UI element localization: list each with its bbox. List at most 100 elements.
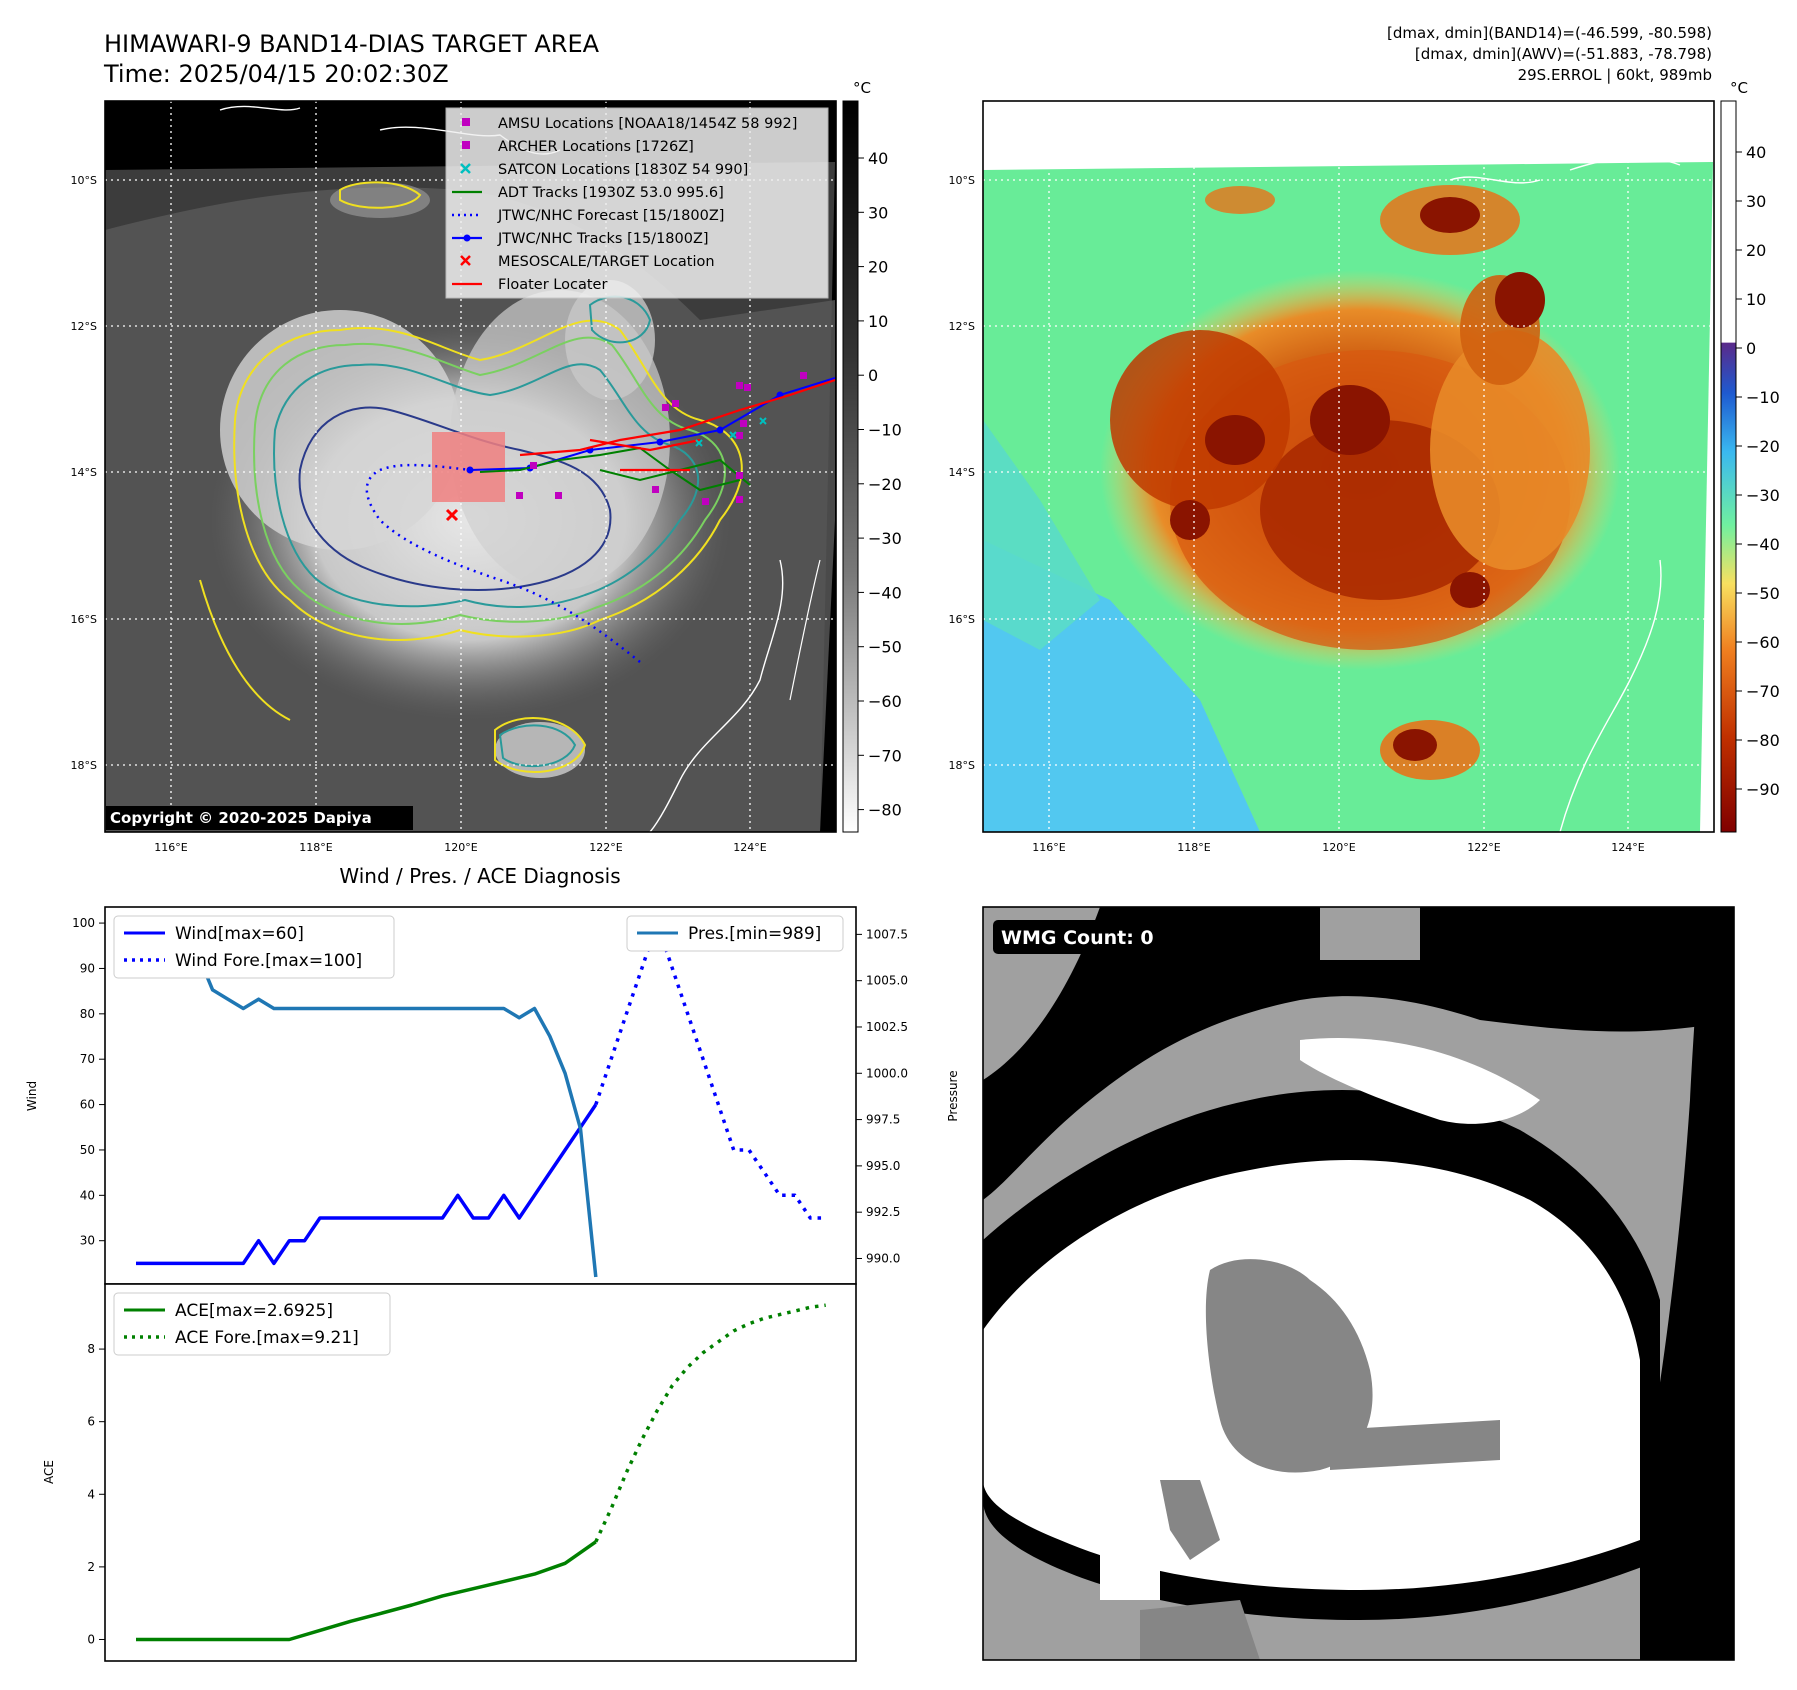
wind-tick-label: 100 bbox=[72, 916, 95, 930]
colorbar-tick-label: −10 bbox=[1746, 388, 1780, 407]
wind-tick-label: 40 bbox=[80, 1188, 95, 1202]
pressure-tick-label: 997.5 bbox=[866, 1113, 900, 1127]
legend-label: JTWC/NHC Forecast [15/1800Z] bbox=[497, 208, 724, 224]
legend-label: MESOSCALE/TARGET Location bbox=[498, 254, 715, 270]
ace-tick-label: 0 bbox=[87, 1632, 95, 1646]
lat-label: 16°S bbox=[949, 613, 975, 626]
series-line-ace bbox=[136, 1540, 597, 1642]
pressure-tick-label: 1000.0 bbox=[866, 1066, 908, 1080]
wmg-count-label: WMG Count: 0 bbox=[1001, 927, 1154, 949]
lon-label: 118°E bbox=[299, 841, 332, 854]
colorbar-tick-label: −90 bbox=[1746, 780, 1780, 799]
colorbar-tick-label: 40 bbox=[1746, 143, 1766, 162]
map-legend-entry: ARCHER Locations [1726Z] bbox=[462, 139, 694, 155]
wmg-panel: WMG Count: 0 bbox=[982, 906, 1735, 1661]
wind-tick-label: 60 bbox=[80, 1098, 95, 1112]
diagnosis-chart: Wind / Pres. / ACE Diagnosis 30405060708… bbox=[25, 864, 960, 1662]
colorbar-tick-label: −70 bbox=[1746, 682, 1780, 701]
colorbar-tick-label: 30 bbox=[868, 203, 888, 222]
legend-marker bbox=[462, 141, 470, 149]
legend-marker bbox=[460, 163, 471, 174]
map2-lat-labels: 10°S 12°S 14°S 16°S 18°S bbox=[949, 174, 975, 772]
colorbar-tick-label: −80 bbox=[1746, 731, 1780, 750]
dmax-awv: [dmax, dmin](AWV)=(-51.883, -78.798) bbox=[1415, 45, 1712, 63]
lon-label: 118°E bbox=[1177, 841, 1210, 854]
map-legend-entry: ADT Tracks [1930Z 53.0 995.6] bbox=[452, 185, 724, 201]
lon-label: 120°E bbox=[1322, 841, 1355, 854]
lat-label: 16°S bbox=[71, 613, 97, 626]
series-line-pressure bbox=[134, 923, 598, 1278]
legend-marker bbox=[463, 234, 471, 242]
lat-label: 10°S bbox=[71, 174, 97, 187]
color-colorbar-unit: °C bbox=[1730, 79, 1748, 97]
series-line-wind bbox=[136, 1103, 598, 1266]
map-legend: AMSU Locations [NOAA18/1454Z 58 992] ARCH… bbox=[445, 107, 829, 299]
legend-label: JTWC/NHC Tracks [15/1800Z] bbox=[497, 231, 709, 247]
lon-label: 116°E bbox=[1032, 841, 1065, 854]
pressure-tick-label: 992.5 bbox=[866, 1205, 900, 1219]
ace-tick-label: 6 bbox=[87, 1415, 95, 1429]
map-legend-entry: MESOSCALE/TARGET Location bbox=[460, 254, 715, 270]
legend-label: Floater Locater bbox=[498, 277, 607, 293]
lon-label: 122°E bbox=[589, 841, 622, 854]
colorbar-tick-label: −60 bbox=[868, 692, 902, 711]
legend-wind-fore: Wind Fore.[max=100] bbox=[175, 951, 362, 971]
map1-lat-labels: 10°S 12°S 14°S 16°S 18°S bbox=[71, 174, 97, 772]
legend-pres: Pres.[min=989] bbox=[688, 924, 821, 944]
lon-label: 120°E bbox=[444, 841, 477, 854]
wind-axis-label: Wind bbox=[25, 1081, 39, 1111]
map-legend-entry: JTWC/NHC Tracks [15/1800Z] bbox=[452, 231, 709, 247]
map-legend-entry: Floater Locater bbox=[452, 277, 607, 293]
legend-label: AMSU Locations [NOAA18/1454Z 58 992] bbox=[498, 116, 797, 132]
colorbar-tick-label: −40 bbox=[1746, 535, 1780, 554]
legend-marker bbox=[462, 118, 470, 126]
lon-label: 122°E bbox=[1467, 841, 1500, 854]
color-colorbar: °C 40 30 20 10 0 −10 −20 −30 −40 −50 −60 −70 −80 −90 bbox=[1720, 79, 1780, 833]
legend-ace: ACE[max=2.6925] bbox=[175, 1301, 333, 1321]
colorbar-tick-label: 20 bbox=[1746, 241, 1766, 260]
colorbar-tick-label: −40 bbox=[868, 583, 902, 602]
wind-tick-label: 90 bbox=[80, 961, 95, 975]
colorbar-tick-label: 0 bbox=[868, 366, 878, 385]
gray-colorbar: °C 40 30 20 10 0 −10 −20 −30 −40 −50 −60 −70 −80 bbox=[842, 79, 902, 833]
copyright-label: Copyright © 2020-2025 Dapiya bbox=[110, 809, 372, 827]
lat-label: 14°S bbox=[71, 466, 97, 479]
colorbar-tick-label: −30 bbox=[868, 529, 902, 548]
wind-tick-label: 70 bbox=[80, 1052, 95, 1066]
lat-label: 18°S bbox=[71, 759, 97, 772]
color-ir-map-panel: 10°S 12°S 14°S 16°S 18°S 116°E 118°E 120°E 122°… bbox=[949, 100, 1715, 854]
map2-lon-labels: 116°E 118°E 120°E 122°E 124°E bbox=[1032, 841, 1644, 854]
colorbar-tick-label: 30 bbox=[1746, 192, 1766, 211]
colorbar-tick-label: −80 bbox=[868, 801, 902, 820]
pressure-axis-label: Pressure bbox=[946, 1070, 960, 1121]
legend-label: ARCHER Locations [1726Z] bbox=[498, 139, 694, 155]
ace-axis-label: ACE bbox=[42, 1460, 56, 1484]
pressure-tick-label: 990.0 bbox=[866, 1251, 900, 1265]
colorbar-tick-label: 10 bbox=[1746, 290, 1766, 309]
map-legend-entry: SATCON Locations [1830Z 54 990] bbox=[460, 162, 748, 178]
map-legend-entry: JTWC/NHC Forecast [15/1800Z] bbox=[452, 208, 724, 224]
colorbar-tick-label: 20 bbox=[868, 258, 888, 277]
dmax-band14: [dmax, dmin](BAND14)=(-46.599, -80.598) bbox=[1387, 24, 1712, 42]
lon-label: 116°E bbox=[154, 841, 187, 854]
lat-label: 14°S bbox=[949, 466, 975, 479]
pressure-tick-label: 1002.5 bbox=[866, 1020, 908, 1034]
wind-tick-label: 50 bbox=[80, 1143, 95, 1157]
map1-lon-labels: 116°E 118°E 120°E 122°E 124°E bbox=[154, 841, 766, 854]
gray-colorbar-unit: °C bbox=[853, 79, 871, 97]
pressure-tick-label: 995.0 bbox=[866, 1159, 900, 1173]
lon-label: 124°E bbox=[1611, 841, 1644, 854]
legend-label: SATCON Locations [1830Z 54 990] bbox=[498, 162, 748, 178]
colorbar-tick-label: 0 bbox=[1746, 339, 1756, 358]
figure-title: HIMAWARI-9 BAND14-DIAS TARGET AREA bbox=[104, 30, 600, 58]
colorbar-tick-label: −70 bbox=[868, 746, 902, 765]
legend-wind: Wind[max=60] bbox=[175, 924, 304, 944]
lat-label: 10°S bbox=[949, 174, 975, 187]
ir-map-panel: AMSU Locations [NOAA18/1454Z 58 992] ARCH… bbox=[71, 100, 837, 854]
colorbar-tick-label: −50 bbox=[1746, 584, 1780, 603]
colorbar-tick-label: −10 bbox=[868, 421, 902, 440]
ace-tick-label: 4 bbox=[87, 1487, 95, 1501]
lat-label: 12°S bbox=[71, 320, 97, 333]
colorbar-tick-label: −50 bbox=[868, 638, 902, 657]
